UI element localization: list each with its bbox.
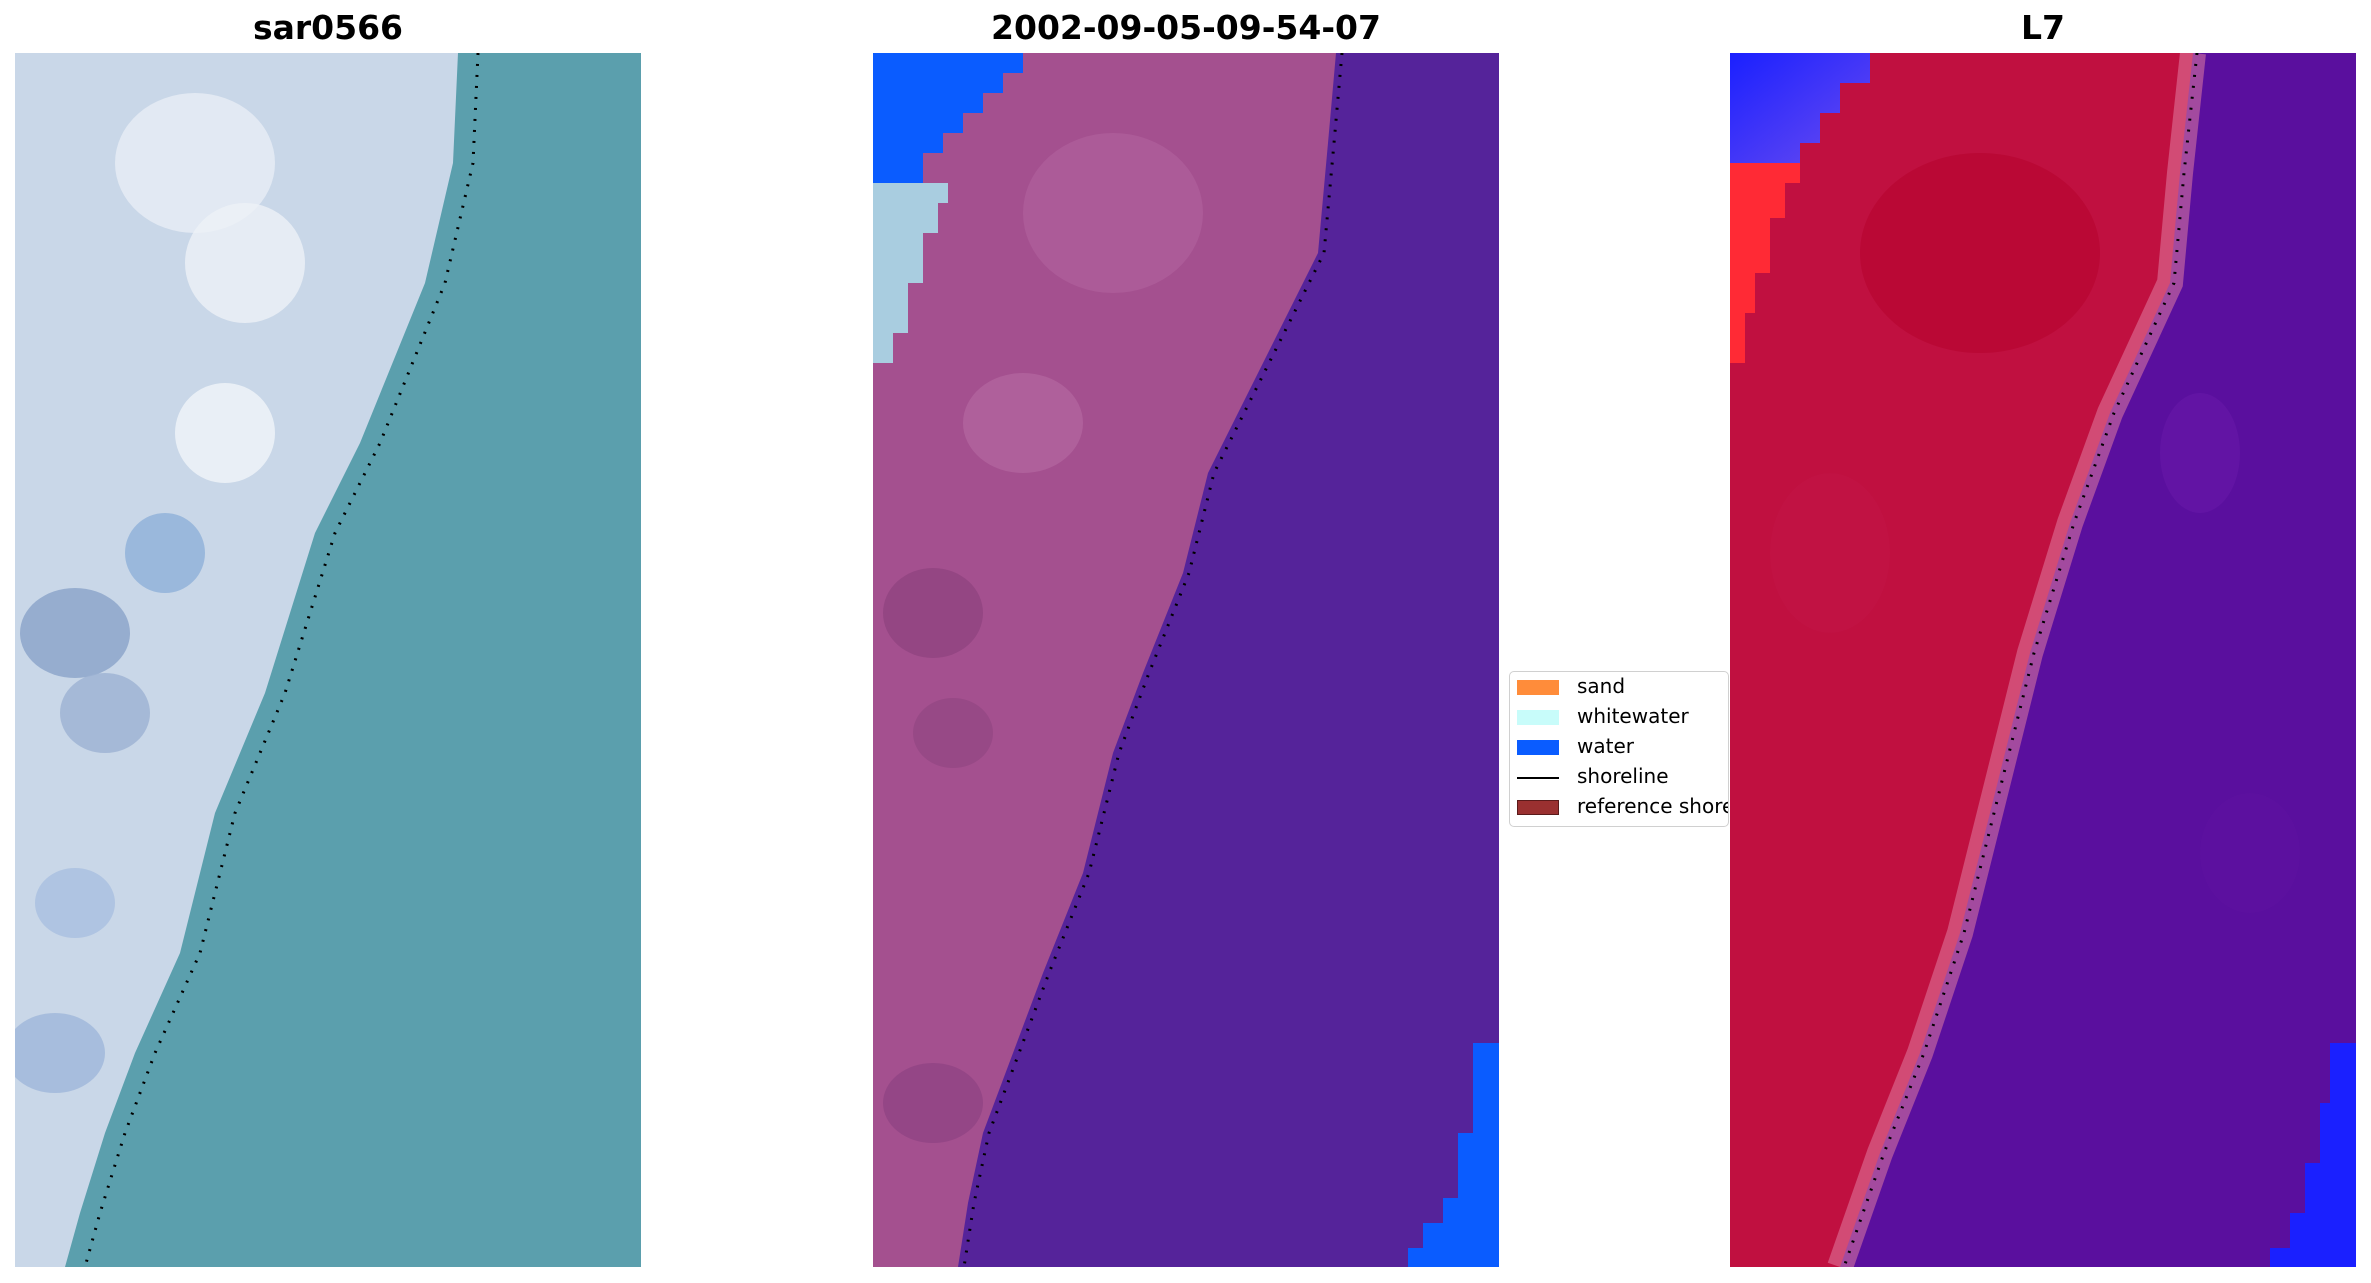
panel-title-classified: 2002-09-05-09-54-07 — [991, 8, 1381, 47]
rgb-image — [15, 53, 641, 1267]
shoreline-line — [1842, 53, 2199, 1267]
legend-item-whitewater: whitewater — [1510, 702, 1728, 732]
rgb-image-panel — [15, 53, 641, 1267]
legend-label-reference-shoreline: reference shoreline — [1577, 794, 1728, 818]
classified-image-panel — [873, 53, 1499, 1267]
legend-label-shoreline: shoreline — [1577, 764, 1669, 788]
legend-swatch-water — [1517, 740, 1559, 755]
panel-title-rgb: sar0566 — [252, 8, 404, 47]
legend-label-sand: sand — [1577, 674, 1626, 698]
legend-item-reference-shoreline: reference shoreline — [1510, 792, 1728, 822]
legend-item-water: water — [1510, 732, 1728, 762]
panel-title-index: L7 — [2021, 8, 2065, 47]
legend-swatch-reference-shoreline — [1517, 800, 1559, 815]
index-image — [1730, 53, 2356, 1267]
classified-image — [873, 53, 1499, 1267]
index-image-panel — [1730, 53, 2356, 1267]
legend-item-shoreline: shoreline — [1510, 762, 1728, 792]
legend-label-whitewater: whitewater — [1577, 704, 1689, 728]
legend-swatch-sand — [1517, 680, 1559, 695]
legend: sand whitewater water shoreline referenc… — [1509, 671, 1729, 827]
legend-label-water: water — [1577, 734, 1634, 758]
legend-line-shoreline — [1517, 777, 1559, 779]
legend-swatch-whitewater — [1517, 710, 1559, 725]
legend-item-sand: sand — [1510, 672, 1728, 702]
